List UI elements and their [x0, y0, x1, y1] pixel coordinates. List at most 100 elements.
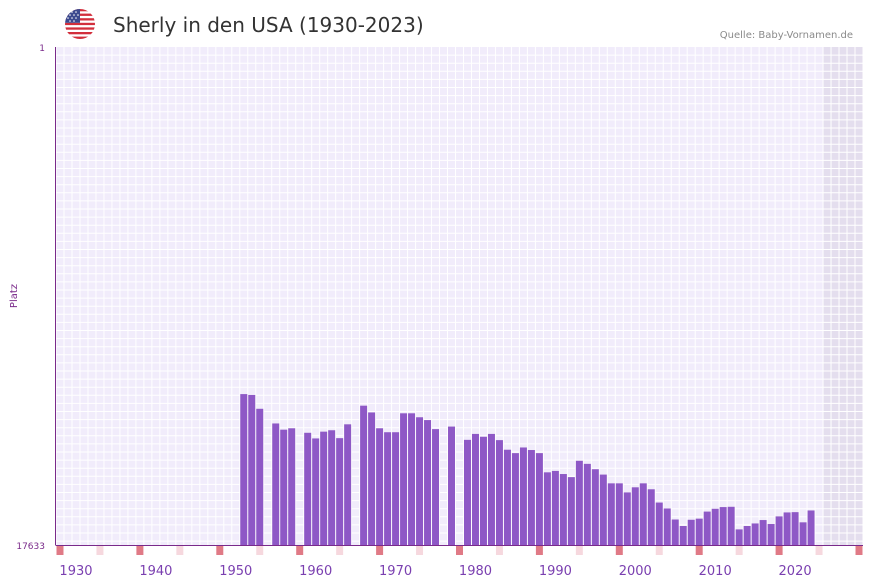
bar-2018: [775, 516, 783, 545]
source-credit: Quelle: Baby-Vornamen.de: [719, 30, 853, 41]
bar-1961: [320, 431, 328, 545]
bar-1996: [599, 474, 607, 545]
bar-1957: [288, 428, 296, 545]
year-marker-faint-2023: [815, 546, 823, 555]
bar-2000: [631, 487, 639, 545]
year-marker-1938: [136, 546, 144, 555]
bar-1968: [376, 428, 384, 545]
year-marker-1928: [56, 546, 64, 555]
bar-2002: [647, 489, 655, 545]
bar-1989: [543, 472, 551, 545]
bar-1977: [448, 426, 456, 545]
bar-1956: [280, 429, 288, 545]
x-tick-label-2000: 2000: [619, 564, 652, 579]
bar-1979: [463, 439, 471, 545]
bar-1952: [248, 394, 256, 545]
bar-2006: [679, 525, 687, 545]
y-tick-label-bottom: 17633: [16, 542, 45, 552]
year-marker-2008: [695, 546, 703, 555]
bar-1984: [503, 449, 511, 545]
bar-1998: [615, 483, 623, 545]
year-marker-faint-1933: [96, 546, 104, 555]
usa-flag-graphic: [65, 9, 95, 39]
year-marker-1968: [376, 546, 384, 555]
bar-2001: [639, 483, 647, 545]
bar-2015: [751, 523, 759, 545]
year-marker-1998: [615, 546, 623, 555]
bar-1994: [583, 463, 591, 545]
bar-1981: [479, 436, 487, 545]
bar-2003: [655, 502, 663, 545]
bar-1991: [559, 474, 567, 545]
bar-1986: [519, 447, 527, 545]
bar-1980: [471, 433, 479, 545]
year-marker-faint-1953: [256, 546, 264, 555]
x-tick-label-1970: 1970: [379, 564, 412, 579]
bar-2010: [711, 508, 719, 545]
chart-title: Sherly in den USA (1930-2023): [113, 13, 424, 37]
bar-2008: [695, 518, 703, 545]
bar-1988: [535, 453, 543, 545]
bar-1972: [408, 413, 416, 545]
year-marker-1958: [296, 546, 304, 555]
year-marker-2018: [775, 546, 783, 555]
bar-1987: [527, 450, 535, 545]
bar-2005: [671, 519, 679, 545]
bar-1985: [511, 453, 519, 545]
bar-1975: [432, 429, 440, 545]
bar-1966: [360, 405, 368, 545]
x-tick-label-1950: 1950: [219, 564, 252, 579]
bar-1971: [400, 413, 408, 545]
bar-1960: [312, 438, 320, 545]
bar-2009: [703, 511, 711, 545]
year-marker-faint-1973: [416, 546, 424, 555]
bar-1962: [328, 430, 336, 545]
bar-2004: [663, 508, 671, 545]
x-tick-label-2010: 2010: [699, 564, 732, 579]
bar-1992: [567, 477, 575, 545]
year-marker-1988: [535, 546, 543, 555]
year-marker-2028: [855, 546, 863, 555]
plot-background: [56, 47, 863, 545]
year-marker-faint-1943: [176, 546, 184, 555]
year-marker-1978: [456, 546, 463, 555]
bar-1955: [272, 423, 280, 545]
bar-1970: [392, 432, 400, 545]
x-tick-label-1960: 1960: [299, 564, 332, 579]
year-marker-faint-2013: [735, 546, 743, 555]
y-axis-label: Platz: [9, 284, 20, 308]
bar-2021: [799, 522, 807, 545]
bar-1963: [336, 438, 344, 545]
bar-2019: [783, 512, 791, 545]
year-marker-faint-1993: [575, 546, 583, 555]
future-region: [823, 47, 863, 545]
bar-2017: [767, 524, 775, 545]
bar-2013: [735, 529, 743, 545]
bar-1959: [304, 432, 312, 545]
bar-2007: [687, 519, 695, 545]
bar-1969: [384, 432, 392, 545]
bar-1983: [495, 440, 503, 545]
x-tick-label-2020: 2020: [779, 564, 812, 579]
bar-2012: [727, 506, 735, 545]
bar-1999: [623, 492, 631, 545]
bar-2016: [759, 520, 767, 545]
bar-1964: [344, 424, 352, 545]
bar-2014: [743, 525, 751, 545]
bar-2022: [807, 510, 815, 545]
bar-1997: [607, 483, 615, 545]
x-tick-label-1980: 1980: [459, 564, 492, 579]
bar-1974: [424, 420, 432, 545]
bar-1953: [256, 408, 264, 545]
usa-flag-icon: [65, 9, 95, 39]
bar-1967: [368, 412, 376, 545]
year-marker-1948: [216, 546, 224, 555]
bar-1990: [551, 470, 559, 545]
bar-1982: [487, 433, 495, 545]
x-tick-label-1930: 1930: [59, 564, 92, 579]
year-marker-faint-2003: [655, 546, 663, 555]
bar-1993: [575, 460, 583, 545]
year-marker-faint-1983: [495, 546, 503, 555]
bar-1973: [416, 417, 424, 545]
